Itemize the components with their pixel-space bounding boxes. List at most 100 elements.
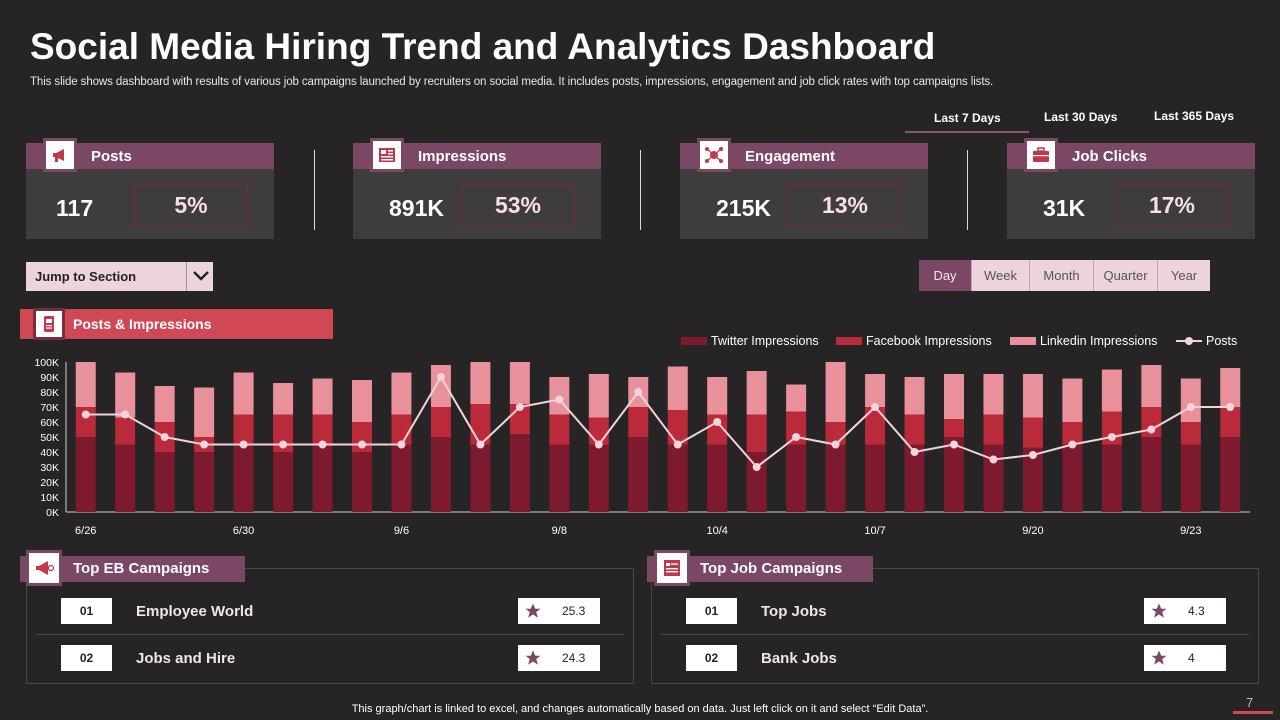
posts-point (831, 440, 840, 449)
bar-twitter (391, 444, 412, 512)
campaign-score: 4.3 (1144, 598, 1226, 624)
bar-linkedin (588, 374, 609, 418)
kpi-percent: 17% (1115, 185, 1229, 225)
bar-facebook (746, 414, 767, 452)
posts-line (85, 375, 1231, 469)
campaign-score: 4 (1144, 645, 1226, 671)
bar-linkedin (470, 362, 491, 404)
campaign-name: Top Jobs (761, 603, 827, 620)
posts-point (555, 395, 564, 404)
posts-point (200, 440, 209, 449)
posts-point (239, 440, 248, 449)
bar-twitter (352, 452, 372, 512)
bar-linkedin (1220, 368, 1241, 407)
bar-twitter (588, 444, 609, 512)
bar-twitter (470, 444, 491, 512)
score-value: 4 (1188, 651, 1195, 665)
legend-posts: Posts (1176, 334, 1237, 348)
period-day[interactable]: Day (919, 260, 972, 291)
posts-point (634, 388, 643, 396)
bar-facebook (865, 407, 886, 445)
bar-facebook (786, 411, 807, 445)
x-tick-label: 9/23 (1180, 525, 1201, 537)
posts-point (673, 440, 682, 449)
kpi-percent: 53% (461, 185, 575, 225)
tab-last-365-days[interactable]: Last 365 Days (1154, 109, 1235, 123)
megaphone-icon (26, 550, 62, 586)
kpi-value: 891K (389, 195, 444, 221)
x-tick-label: 6/26 (75, 525, 96, 537)
bar-facebook (983, 414, 1004, 445)
bar-linkedin (154, 386, 175, 422)
bar-linkedin (75, 362, 96, 407)
kpi-label: Engagement (745, 148, 836, 165)
tab-last-30-days[interactable]: Last 30 Days (1044, 110, 1118, 124)
period-quarter[interactable]: Quarter (1094, 260, 1158, 291)
bar-linkedin (391, 372, 412, 415)
x-tick-label: 9/20 (1022, 525, 1043, 537)
score-value: 25.3 (562, 604, 586, 618)
bar-twitter (1220, 437, 1241, 512)
bar-twitter (786, 444, 807, 512)
campaign-score: 25.3 (518, 598, 600, 624)
posts-point (1068, 440, 1077, 449)
bar-linkedin (746, 371, 767, 415)
jump-label: Jump to Section (35, 269, 137, 284)
period-year[interactable]: Year (1158, 260, 1210, 291)
legend-label: Facebook Impressions (866, 334, 992, 348)
y-tick-label: 20K (40, 477, 59, 489)
campaign-name: Jobs and Hire (136, 650, 236, 667)
bar-facebook (1180, 422, 1201, 445)
posts-point (160, 433, 169, 441)
footer-note: This graph/chart is linked to excel, and… (351, 703, 929, 715)
chevron-down-icon[interactable] (189, 264, 213, 288)
bar-linkedin (115, 372, 136, 418)
bar-facebook (667, 410, 688, 445)
bar-facebook (115, 417, 136, 445)
bar-twitter (628, 437, 649, 512)
posts-point (397, 440, 406, 449)
bar-facebook (707, 414, 728, 445)
bar-facebook (904, 414, 925, 445)
job-campaigns-title: Top Job Campaigns (700, 560, 843, 577)
star-icon (518, 649, 548, 667)
active-tab-underline (905, 131, 1029, 133)
bar-twitter (707, 444, 728, 512)
bar-twitter (115, 444, 136, 512)
bar-twitter (865, 444, 886, 512)
kpi-percent: 5% (134, 185, 248, 225)
bar-facebook (391, 414, 412, 445)
jump-to-section-dropdown[interactable]: Jump to Section (26, 262, 213, 291)
period-month[interactable]: Month (1030, 260, 1094, 291)
divider (967, 150, 968, 230)
bar-twitter (1141, 437, 1162, 512)
y-tick-label: 30K (40, 462, 59, 474)
period-week[interactable]: Week (972, 260, 1030, 291)
bar-twitter (1180, 444, 1201, 512)
bar-facebook (588, 417, 609, 445)
x-tick-label: 9/8 (552, 525, 567, 537)
bar-linkedin (1062, 378, 1083, 422)
bar-linkedin (430, 365, 451, 407)
posts-point (1186, 403, 1195, 411)
rank-badge: 02 (686, 645, 737, 671)
bar-facebook (430, 407, 451, 437)
y-tick-label: 80K (40, 387, 59, 399)
tab-last-7-days[interactable]: Last 7 Days (934, 111, 1001, 125)
eb-campaigns-panel (26, 568, 634, 684)
bar-linkedin (1022, 374, 1043, 418)
bar-twitter (983, 444, 1004, 512)
posts-point (476, 440, 485, 449)
kpi-card-impressions: Impressions 891K 53% (353, 138, 601, 239)
bar-linkedin (273, 383, 294, 415)
bar-twitter (746, 452, 767, 512)
job-list-icon (654, 550, 690, 586)
posts-point (358, 440, 366, 449)
kpi-label: Job Clicks (1072, 148, 1148, 165)
posts-impressions-chart: 0K 10K 20K 30K 40K 50K 60K 70K 80K 90K 100K 6/26 6/3… (34, 357, 1250, 537)
bar-twitter (1022, 447, 1043, 512)
legend-swatch (681, 337, 707, 345)
bar-twitter (1062, 444, 1083, 512)
campaign-name: Employee World (136, 603, 254, 620)
bar-linkedin (904, 377, 925, 415)
